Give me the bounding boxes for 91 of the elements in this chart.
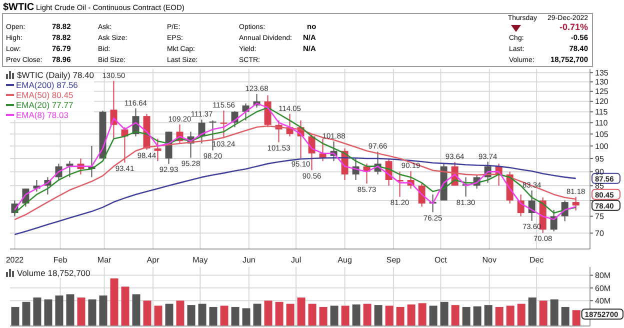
bar	[154, 306, 162, 326]
y-tick-label: 80M	[595, 271, 611, 280]
y-tick-label: 85	[595, 182, 604, 191]
bar	[440, 302, 448, 326]
x-tick-label: 2022	[6, 256, 24, 265]
text: -0.71%	[559, 22, 588, 32]
y-tick-label: 125	[595, 87, 609, 96]
y-tick-label: 135	[595, 68, 609, 78]
bar	[550, 299, 558, 326]
bar	[539, 300, 548, 326]
bar	[11, 306, 20, 326]
bar	[231, 306, 240, 326]
candlestick	[154, 138, 162, 162]
bar	[506, 306, 514, 326]
bar	[451, 305, 460, 326]
bar	[363, 304, 372, 326]
candlestick	[220, 110, 228, 139]
text: $WTIC	[3, 2, 34, 13]
bar	[242, 308, 250, 326]
x-tick-label: Feb	[53, 256, 68, 265]
bar	[286, 304, 294, 326]
bar	[187, 305, 196, 326]
bar	[528, 297, 536, 326]
bar	[517, 304, 526, 326]
bar	[473, 306, 482, 326]
bar	[341, 306, 350, 326]
bar	[88, 299, 96, 326]
bar	[22, 302, 30, 326]
x-tick-label: Mar	[97, 256, 112, 265]
x-tick-label: May	[192, 256, 208, 265]
y-tick-label: 115	[595, 108, 608, 117]
x-tick-label: Jun	[242, 256, 256, 265]
chart-title: $WTIC (Daily) 78.40	[17, 70, 94, 80]
y-tick-label: 70	[595, 228, 604, 238]
bar	[308, 304, 316, 326]
x-tick-label: Sep	[386, 256, 402, 265]
x-tick-label: Oct	[434, 256, 448, 265]
bar	[253, 304, 262, 326]
y-tick-label: 130	[595, 78, 609, 87]
legend-label: EMA(20) 77.77	[16, 100, 74, 110]
bar	[176, 300, 184, 326]
bar	[264, 300, 272, 326]
bar	[198, 304, 206, 326]
bar	[209, 306, 218, 326]
bar	[352, 304, 360, 326]
bar	[121, 286, 130, 326]
bar	[462, 306, 470, 326]
bar	[66, 294, 74, 326]
chart-title: Volume 18,752,700	[17, 268, 90, 278]
bar	[110, 278, 118, 326]
bar	[44, 299, 52, 326]
bar	[143, 300, 152, 326]
bar	[77, 297, 86, 326]
x-tick-label: Dec	[529, 256, 544, 265]
legend-label: EMA(200) 87.56	[16, 80, 78, 90]
x-tick-label: Jul	[290, 256, 302, 265]
y-tick-label: 95	[595, 154, 604, 164]
bar	[429, 306, 438, 326]
bar	[374, 305, 382, 326]
legend-label: EMA(50) 80.45	[16, 90, 74, 100]
bar	[330, 306, 338, 326]
y-tick-label: 110	[595, 118, 608, 128]
candlestick	[418, 182, 426, 208]
bar	[484, 305, 492, 326]
bar	[33, 297, 42, 326]
bar	[55, 296, 64, 326]
bar	[572, 310, 580, 326]
y-tick-label: 120	[595, 97, 609, 106]
bar	[561, 306, 570, 326]
bar	[297, 297, 306, 326]
y-tick-label: 40M	[595, 296, 611, 306]
bar	[275, 302, 284, 326]
candlestick	[572, 196, 580, 211]
x-tick-label: Aug	[338, 256, 352, 265]
bar	[132, 294, 140, 326]
bar	[418, 303, 426, 326]
bar	[385, 306, 394, 326]
y-tick-label: 60M	[595, 284, 611, 293]
bar	[407, 304, 416, 326]
bar	[220, 306, 228, 326]
x-tick-label: Nov	[482, 256, 497, 265]
bar	[495, 306, 504, 326]
bar	[165, 304, 174, 326]
bar	[99, 296, 108, 326]
y-tick-label: 75	[595, 212, 604, 222]
y-tick-label: 105	[595, 130, 609, 139]
y-tick-label: 100	[595, 142, 609, 151]
bar	[319, 306, 328, 326]
legend-label: EMA(8) 78.03	[16, 110, 68, 120]
bar	[396, 306, 404, 326]
x-tick-label: Apr	[146, 256, 160, 265]
